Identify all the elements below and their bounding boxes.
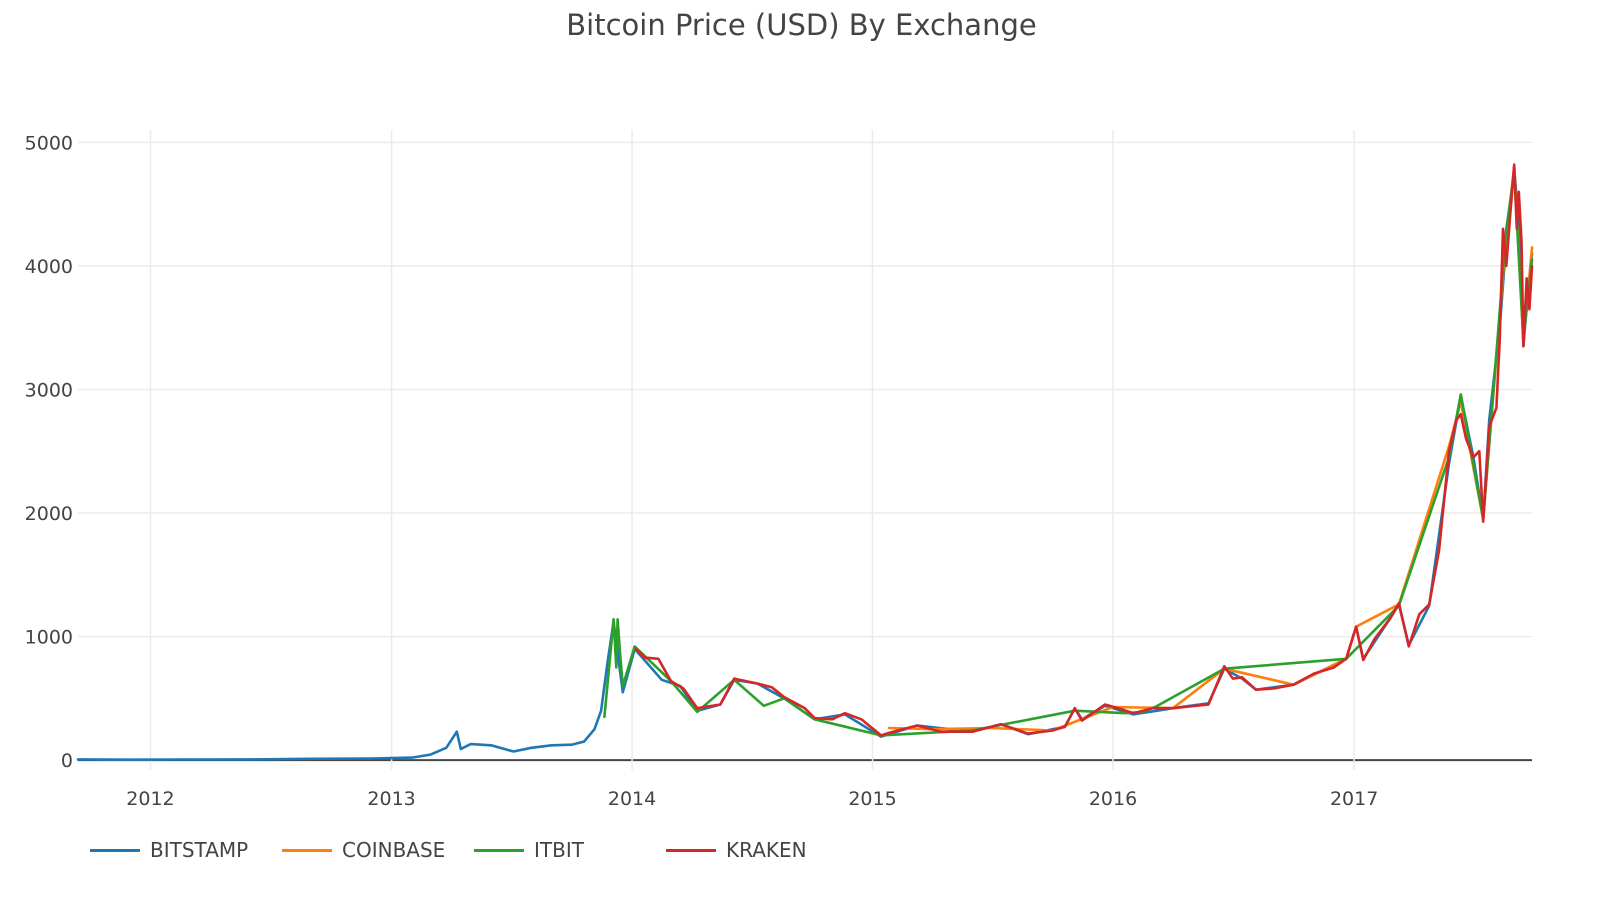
legend-label: KRAKEN: [726, 838, 807, 862]
series-lines: [76, 163, 1534, 761]
legend-label: COINBASE: [342, 838, 446, 862]
y-tick-label: 4000: [25, 256, 73, 278]
y-tick-label: 0: [61, 750, 73, 772]
legend-swatch: [282, 849, 332, 852]
x-tick-label: 2017: [1330, 788, 1378, 810]
legend-label: BITSTAMP: [150, 838, 249, 862]
x-tick-label: 2016: [1089, 788, 1137, 810]
y-tick-label: 1000: [25, 627, 73, 649]
x-tick-label: 2014: [608, 788, 656, 810]
series-line-coinbase: [887, 165, 1534, 732]
y-tick-label: 3000: [25, 379, 73, 401]
series-line-kraken: [634, 163, 1534, 737]
series-line-bitstamp: [76, 165, 1534, 761]
legend-swatch: [90, 849, 140, 852]
chart-title: Bitcoin Price (USD) By Exchange: [566, 8, 1037, 42]
series-line-itbit: [603, 171, 1534, 737]
legend-swatch: [474, 849, 524, 852]
y-tick-label: 5000: [25, 132, 73, 154]
x-tick-label: 2015: [848, 788, 896, 810]
y-axis-ticks: 0 1000 2000 3000 4000 5000: [25, 132, 73, 772]
x-axis-ticks: 2012 2013 2014 2015 2016 2017: [126, 788, 1378, 810]
y-tick-label: 2000: [25, 503, 73, 525]
legend-swatch: [666, 849, 716, 852]
x-tick-label: 2013: [367, 788, 415, 810]
legend-label: ITBIT: [534, 838, 584, 862]
gridlines: [78, 130, 1532, 770]
x-tick-label: 2012: [126, 788, 174, 810]
